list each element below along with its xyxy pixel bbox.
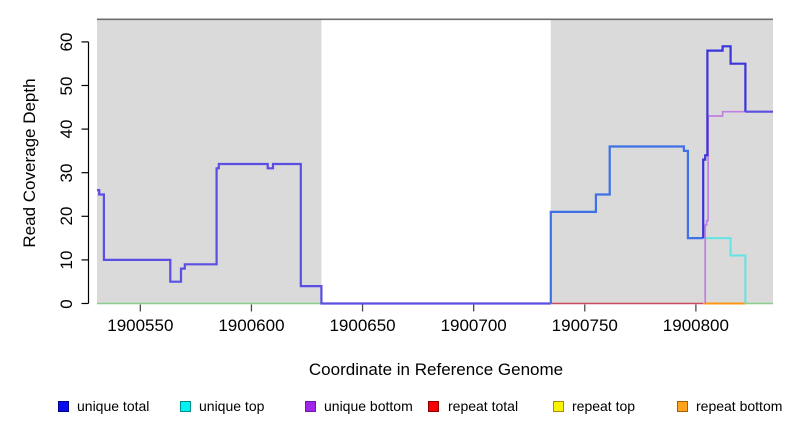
- legend-item-label: repeat bottom: [696, 398, 783, 414]
- y-tick-label: 50: [57, 76, 76, 95]
- legend-swatch: [305, 401, 316, 412]
- x-tick-label: 1900700: [440, 316, 507, 335]
- x-axis-title: Coordinate in Reference Genome: [308, 360, 564, 379]
- legend-swatch: [428, 401, 439, 412]
- x-tick-label: 1900800: [662, 316, 729, 335]
- x-tick-label: 1900750: [551, 316, 618, 335]
- legend-item-label: unique total: [77, 398, 150, 414]
- legend-swatch: [553, 401, 564, 412]
- shaded-region: [550, 20, 773, 304]
- legend-item-label: unique bottom: [324, 398, 413, 414]
- line-unique-top-visible: [703, 237, 747, 304]
- y-axis-title: Read Coverage Depth: [20, 78, 39, 248]
- y-tick-label: 10: [57, 250, 76, 270]
- legend-swatch: [58, 401, 69, 412]
- legend-item-label: repeat top: [572, 398, 636, 414]
- x-tick-label: 1900600: [218, 316, 285, 335]
- y-tick-label: 30: [57, 163, 76, 183]
- y-tick-label: 20: [57, 206, 76, 226]
- legend: unique total unique top unique bottom re…: [0, 398, 792, 420]
- legend-item-label: repeat total: [448, 398, 519, 414]
- line-unique-total-peak: [702, 45, 747, 239]
- shaded-region: [97, 20, 322, 304]
- y-tick-label: 0: [57, 298, 76, 309]
- x-tick-label: 1900550: [107, 316, 174, 335]
- legend-swatch: [677, 401, 688, 412]
- line-unique-bottom-visible: [704, 110, 773, 304]
- legend-swatch: [180, 401, 191, 412]
- line-unique-total-mid: [549, 145, 704, 304]
- y-tick-label: 60: [57, 32, 76, 52]
- y-tick-label: 40: [57, 119, 76, 139]
- x-tick-label: 1900650: [329, 316, 396, 335]
- line-unique-total-left: [97, 162, 551, 305]
- plot-canvas: [81, 18, 773, 312]
- legend-item-label: unique top: [199, 398, 265, 414]
